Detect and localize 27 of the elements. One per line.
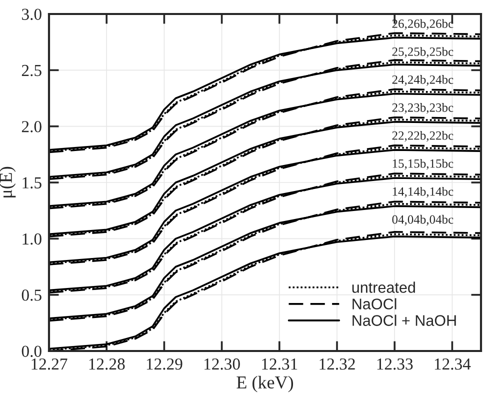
x-tick-label: 12.30: [204, 358, 240, 370]
x-tick-label: 12.32: [320, 358, 355, 370]
y-tick-label: 0.5: [22, 290, 42, 301]
annotation: 15,15b,15bc: [392, 158, 454, 170]
y-tick-label: 3.0: [22, 8, 42, 20]
legend-label: NaOCl: [352, 298, 396, 310]
legend-label: untreated: [352, 282, 415, 293]
x-axis-title: E (keV): [236, 376, 294, 392]
x-tick-label: 12.31: [262, 358, 298, 370]
annotation: 14,14b,14bc: [392, 186, 454, 198]
y-tick-label: 1.0: [22, 233, 42, 245]
x-tick-label: 12.29: [146, 358, 182, 370]
y-tick-label: 1.5: [22, 177, 42, 189]
annotation: 24,24b,24bc: [392, 75, 454, 86]
y-tick-label: 2.0: [22, 121, 42, 132]
annotation: 04,04b,04bc: [392, 214, 454, 226]
annotation: 26,26b,26bc: [392, 19, 454, 30]
x-tick-label: 12.27: [32, 358, 68, 370]
annotation: 23,23b,23bc: [392, 103, 454, 114]
legend-label: NaOCl + NaOH: [352, 314, 456, 326]
y-tick-label: 0.0: [22, 346, 42, 358]
x-tick-label: 12.34: [434, 358, 471, 370]
annotation: 22,22b,22bc: [392, 131, 454, 142]
x-tick-label: 12.33: [377, 358, 413, 370]
annotation: 25,25b,25bc: [392, 47, 454, 58]
y-tick-label: 2.5: [22, 64, 42, 76]
x-tick-label: 12.28: [89, 358, 125, 370]
